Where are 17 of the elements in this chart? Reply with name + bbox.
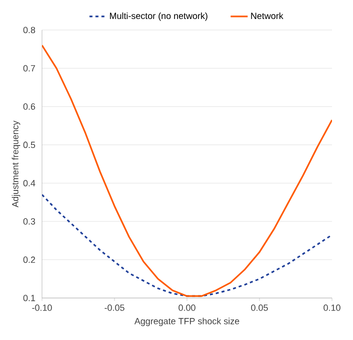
x-tick-label: 0.10 [324,304,340,311]
x-axis-title: Aggregate TFP shock size [134,318,240,326]
y-axis-title: Adjustment frequency [12,120,20,208]
y-tick-label: 0.7 [23,65,36,72]
y-tick-label: 0.3 [23,218,36,225]
y-tick-label: 0.8 [23,26,36,34]
x-tick-label: 0.05 [251,304,268,311]
y-tick-label: 0.6 [23,103,36,110]
legend-label: Network [251,12,284,20]
x-tick-label: -0.10 [32,304,52,311]
y-tick-label: 0.4 [23,180,36,186]
y-tick-label: 0.1 [23,294,36,302]
legend-label: Multi-sector (no network) [110,12,208,21]
y-tick-label: 0.5 [23,142,36,148]
x-tick-label: 0.00 [178,304,196,311]
y-tick-label: 0.2 [23,256,36,263]
x-tick-label: -0.05 [104,304,124,311]
